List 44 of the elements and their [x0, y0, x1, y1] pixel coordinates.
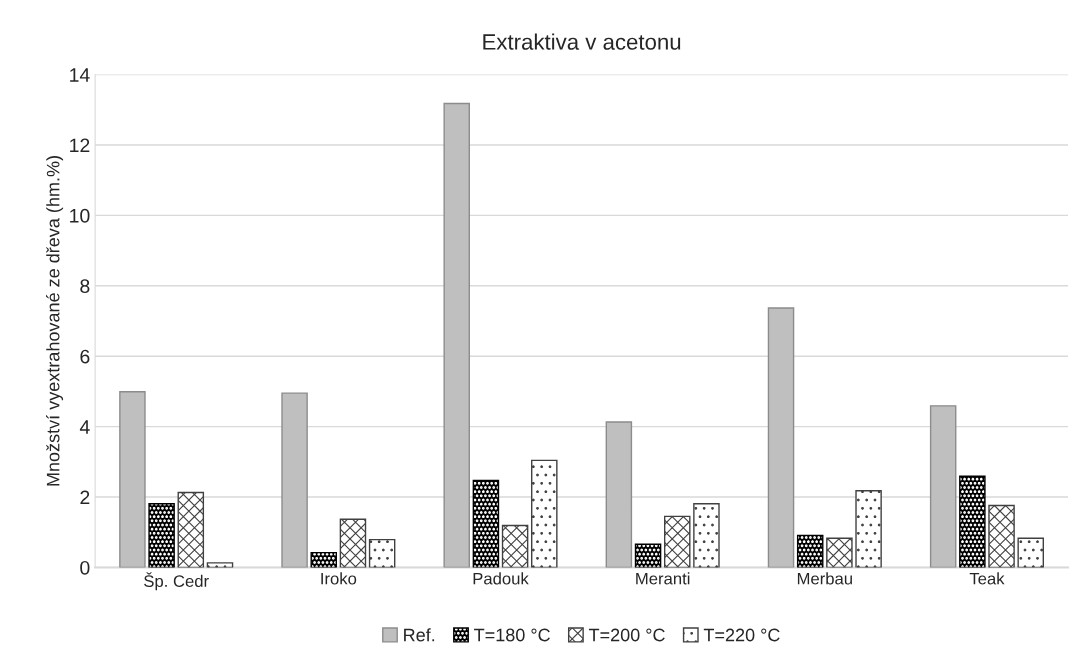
y-tick-label: 0 — [80, 560, 90, 575]
bar — [501, 524, 529, 568]
x-tick-label: Iroko — [321, 572, 357, 585]
bar — [1017, 537, 1044, 568]
x-tick-label: Šp. Cedr — [144, 572, 209, 591]
legend-label: T=180 °C — [474, 628, 550, 642]
legend-label: Ref. — [404, 628, 435, 642]
bar — [855, 489, 882, 568]
y-tick-label: 2 — [80, 490, 90, 505]
bar — [959, 475, 986, 568]
bar — [339, 518, 367, 568]
y-tick-label: 12 — [70, 138, 90, 153]
bar — [634, 543, 662, 568]
bar — [443, 102, 470, 568]
bar — [663, 515, 691, 568]
legend-label: T=200 °C — [588, 628, 665, 642]
y-tick-label: 8 — [80, 279, 90, 294]
x-tick-label: Merbau — [797, 572, 852, 585]
bar — [929, 405, 957, 568]
legend-label: T=220 °C — [703, 628, 780, 642]
bar — [826, 537, 853, 568]
bar — [605, 421, 633, 568]
bar — [368, 538, 396, 568]
bar — [531, 459, 558, 568]
bar — [206, 562, 234, 568]
chart-title: Extraktiva v acetonu — [483, 33, 681, 50]
bar — [148, 503, 175, 568]
y-tick-label: 14 — [70, 68, 90, 82]
bar — [988, 504, 1015, 568]
bar — [693, 503, 720, 568]
y-tick-label: 10 — [70, 208, 90, 223]
y-tick-label: 4 — [79, 420, 90, 434]
y-tick-label: 6 — [80, 349, 90, 364]
bar — [281, 392, 308, 568]
y-axis-title: Množství vyextrahované ze dřeva (hm.%) — [46, 156, 64, 486]
bar — [177, 491, 205, 568]
x-tick-label: Padouk — [473, 572, 529, 585]
bar — [310, 551, 338, 568]
x-tick-label: Teak — [969, 572, 1005, 585]
x-tick-label: Meranti — [636, 572, 690, 585]
bar — [119, 391, 146, 568]
bar — [767, 307, 795, 568]
bar — [472, 479, 500, 568]
bar — [796, 534, 824, 568]
